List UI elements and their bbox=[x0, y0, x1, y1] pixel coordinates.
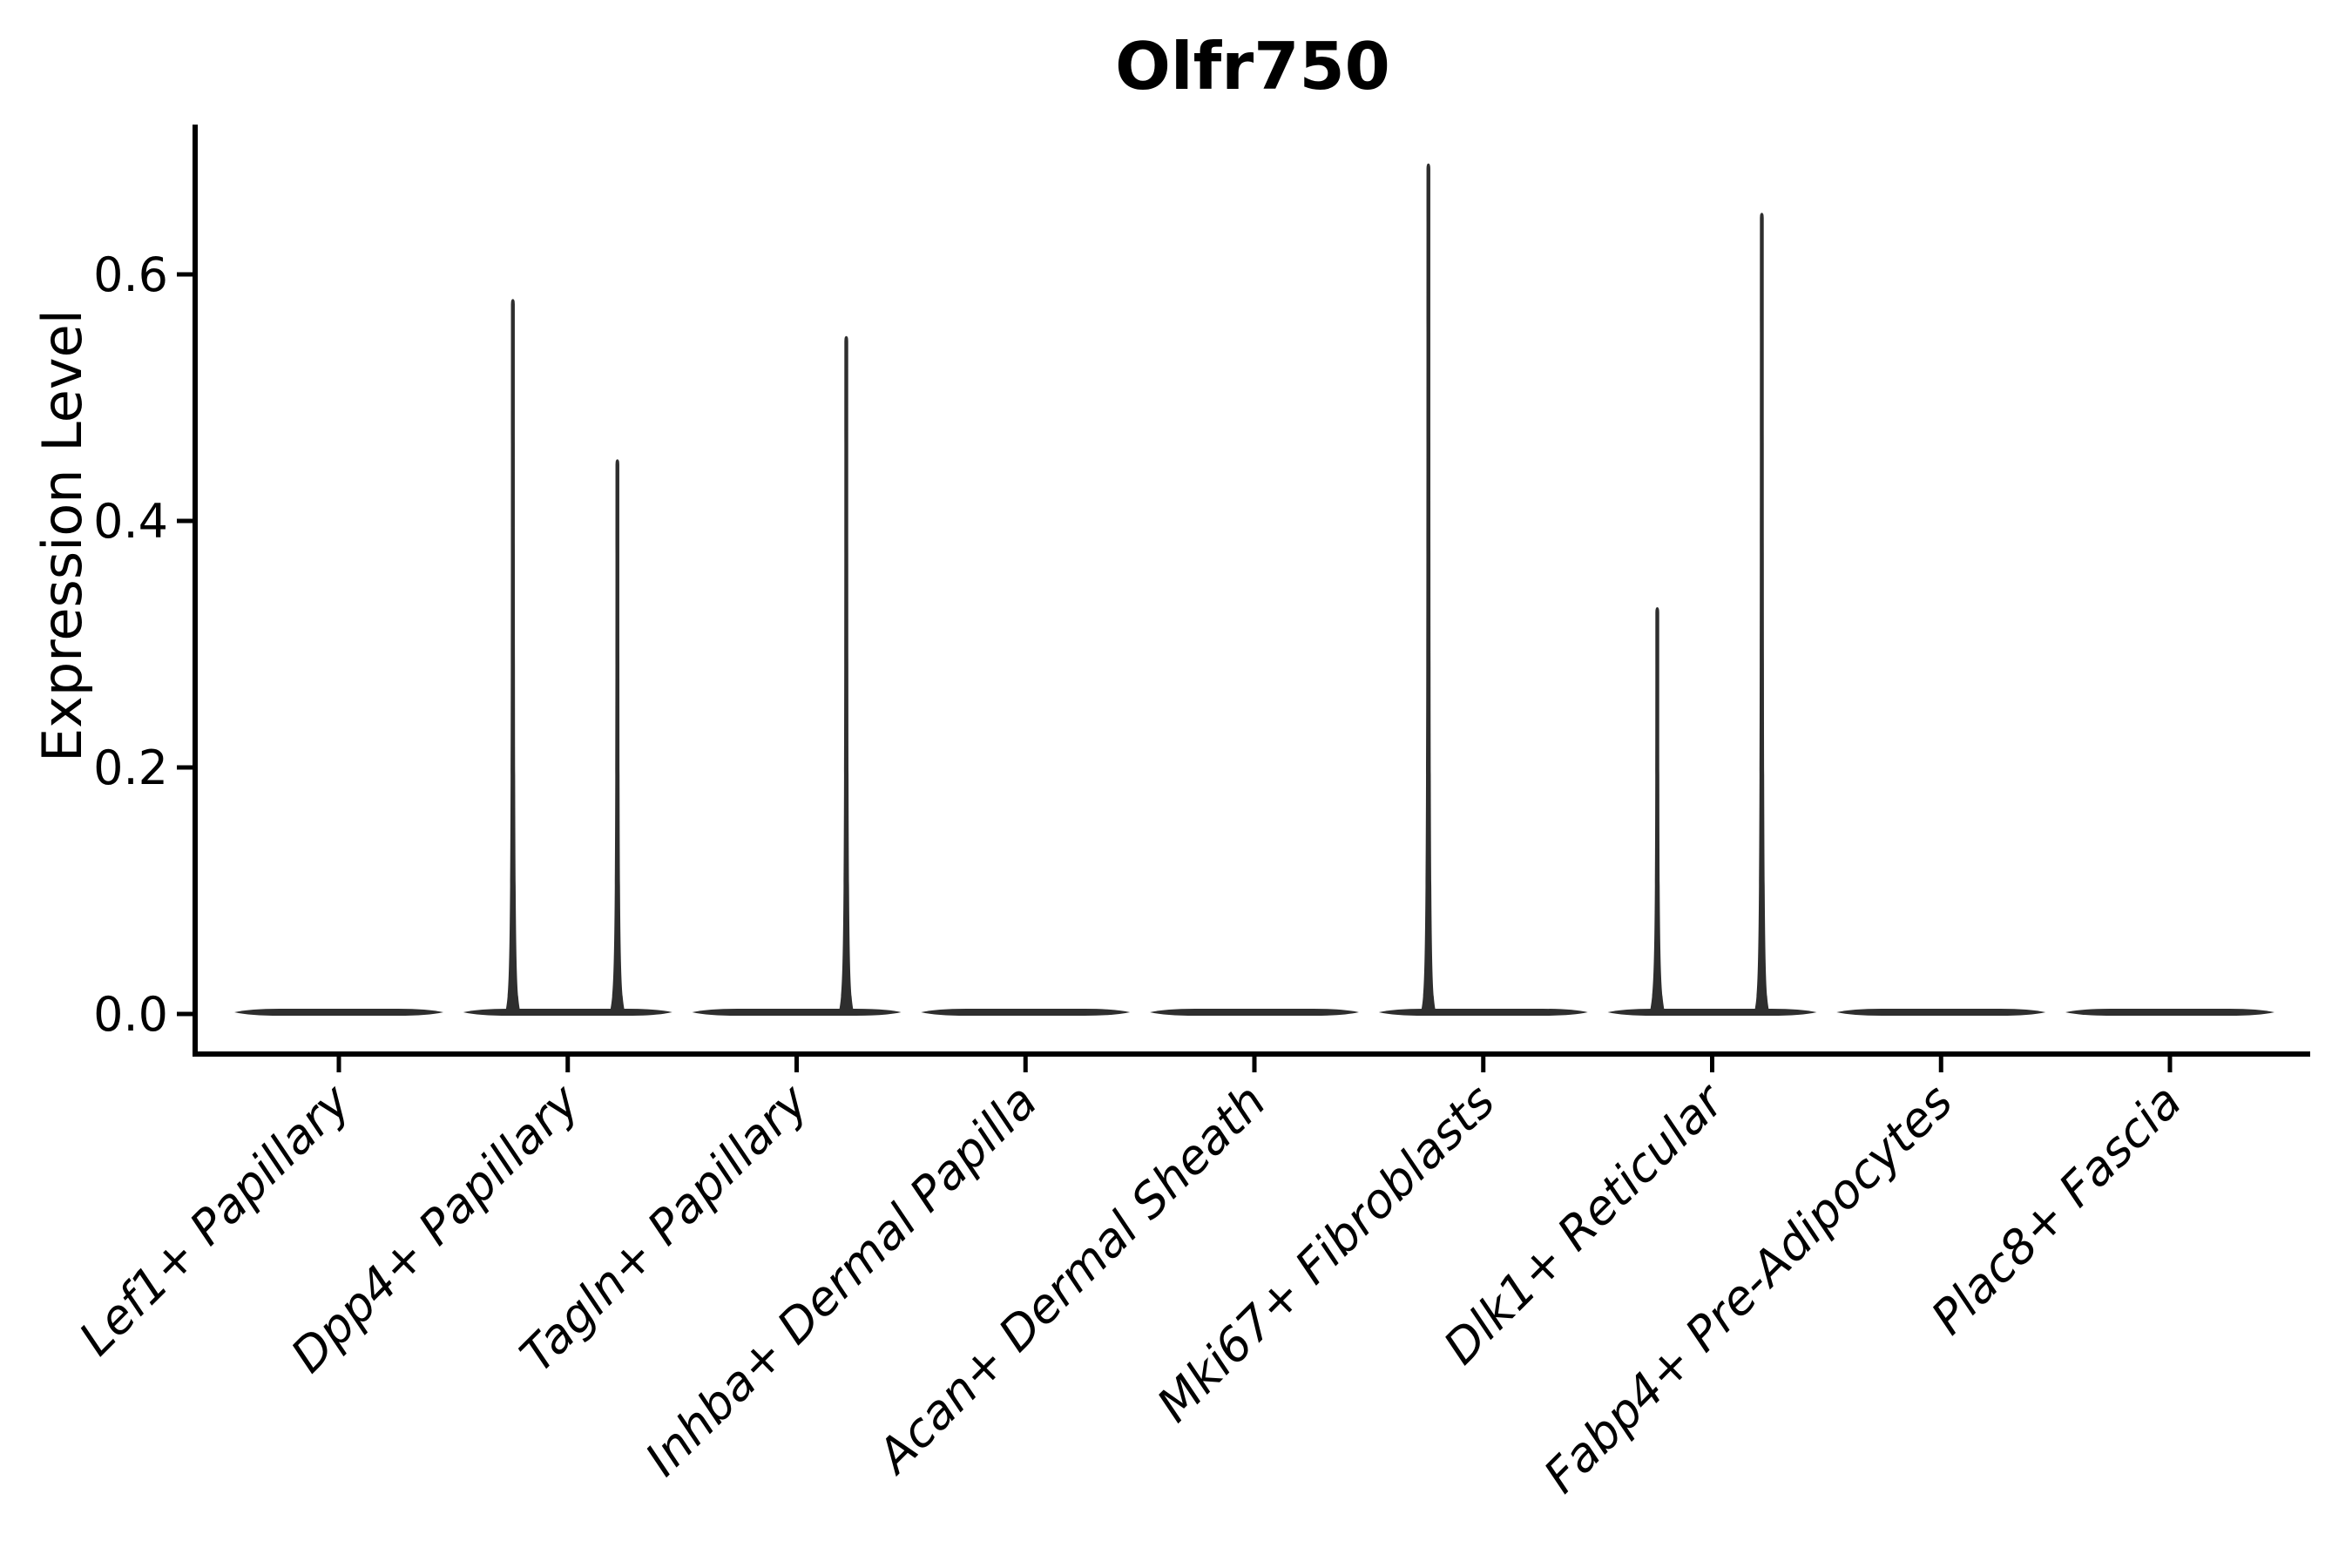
violin-spike-2-right bbox=[839, 335, 854, 1010]
chart-title: Olfr750 bbox=[1115, 28, 1390, 105]
violin-body-6 bbox=[1607, 1009, 1817, 1016]
violin-body-7 bbox=[1836, 1009, 2046, 1016]
violin-body-5 bbox=[1378, 1009, 1588, 1016]
violin-spike-6-right bbox=[1754, 213, 1769, 1010]
violin-body-8 bbox=[2065, 1009, 2274, 1016]
violin-spike-6-left bbox=[1650, 607, 1665, 1010]
x-tick-3 bbox=[1023, 1057, 1028, 1072]
y-axis-spine bbox=[193, 125, 198, 1057]
y-tick-label-3: 0.6 bbox=[93, 247, 168, 302]
y-tick-0 bbox=[177, 1011, 193, 1017]
violin-body-2 bbox=[692, 1009, 902, 1016]
y-tick-label-1: 0.2 bbox=[93, 740, 168, 795]
y-tick-2 bbox=[177, 518, 193, 524]
violin-body-3 bbox=[921, 1009, 1131, 1016]
x-tick-7 bbox=[1938, 1057, 1943, 1072]
x-tick-1 bbox=[565, 1057, 571, 1072]
x-tick-label-8: Plac8+ Fascia bbox=[1921, 1074, 2192, 1345]
x-tick-4 bbox=[1252, 1057, 1257, 1072]
x-tick-0 bbox=[336, 1057, 341, 1072]
y-tick-3 bbox=[177, 272, 193, 277]
x-tick-label-7: Fabp4+ Pre-Adipocytes bbox=[1533, 1074, 1963, 1504]
violins-layer bbox=[234, 163, 2274, 1016]
violin-spike-5-left bbox=[1421, 163, 1436, 1010]
x-tick-label-4: Acan+ Dermal Sheath bbox=[865, 1074, 1276, 1485]
x-tick-2 bbox=[794, 1057, 799, 1072]
violin-body-1 bbox=[463, 1009, 672, 1016]
y-tick-label-0: 0.0 bbox=[93, 987, 168, 1042]
x-tick-8 bbox=[2167, 1057, 2173, 1072]
y-tick-1 bbox=[177, 765, 193, 770]
violin-spike-1-left bbox=[505, 299, 520, 1010]
y-tick-label-2: 0.4 bbox=[93, 494, 168, 549]
violin-body-0 bbox=[234, 1009, 443, 1016]
x-tick-5 bbox=[1481, 1057, 1486, 1072]
x-tick-6 bbox=[1710, 1057, 1714, 1072]
x-axis-spine bbox=[193, 1051, 2310, 1057]
y-axis-label: Expression Level bbox=[30, 309, 94, 762]
violin-spike-1-right bbox=[610, 459, 625, 1010]
x-tick-label-3: Inhba+ Dermal Papilla bbox=[635, 1074, 1048, 1487]
axes-layer bbox=[177, 125, 2310, 1072]
violin-body-4 bbox=[1150, 1009, 1359, 1016]
